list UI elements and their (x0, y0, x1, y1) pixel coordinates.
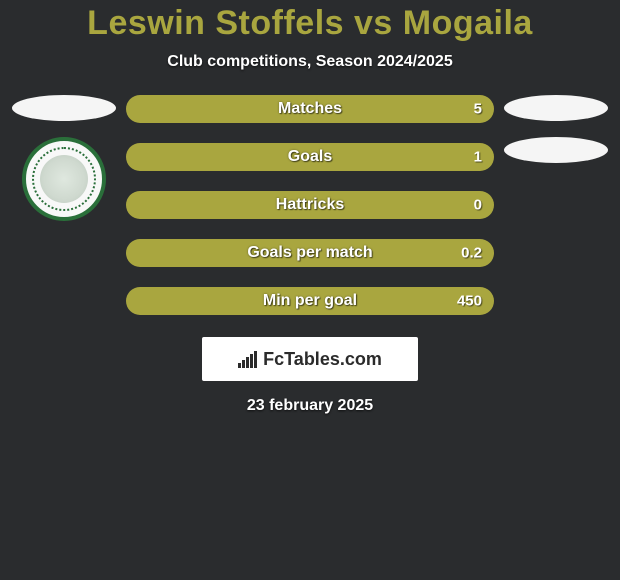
stat-bar: Min per goal 450 (126, 287, 494, 315)
stat-bar: Goals per match 0.2 (126, 239, 494, 267)
right-club-logo-placeholder (504, 137, 608, 163)
stat-value-right: 450 (457, 293, 482, 310)
stat-bar: Goals 1 (126, 143, 494, 171)
stat-value-right: 0 (474, 197, 482, 214)
stat-label: Min per goal (263, 292, 357, 310)
left-club-logo (22, 137, 106, 221)
page-title: Leswin Stoffels vs Mogaila (0, 4, 620, 43)
footer: FcTables.com 23 february 2025 (0, 337, 620, 415)
left-player-col (8, 95, 120, 221)
stat-bars: Matches 5 Goals 1 Hattricks 0 Goals per match 0… (120, 95, 500, 315)
stat-value-right: 0.2 (461, 245, 482, 262)
stat-bar: Matches 5 (126, 95, 494, 123)
stat-label: Matches (278, 100, 342, 118)
date-text: 23 february 2025 (247, 397, 373, 415)
club-logo-inner (40, 155, 88, 203)
bar-chart-icon (238, 350, 257, 368)
comparison-infographic: Leswin Stoffels vs Mogaila Club competit… (0, 0, 620, 415)
stat-label: Hattricks (276, 196, 344, 214)
stat-label: Goals per match (247, 244, 372, 262)
right-player-avatar-placeholder (504, 95, 608, 121)
brand-box: FcTables.com (202, 337, 418, 381)
subtitle: Club competitions, Season 2024/2025 (0, 53, 620, 71)
stat-bar: Hattricks 0 (126, 191, 494, 219)
left-player-avatar-placeholder (12, 95, 116, 121)
stat-label: Goals (288, 148, 332, 166)
brand-text: FcTables.com (263, 349, 382, 370)
right-player-col (500, 95, 612, 179)
main-row: Matches 5 Goals 1 Hattricks 0 Goals per match 0… (0, 95, 620, 315)
stat-value-right: 5 (474, 101, 482, 118)
stat-value-right: 1 (474, 149, 482, 166)
